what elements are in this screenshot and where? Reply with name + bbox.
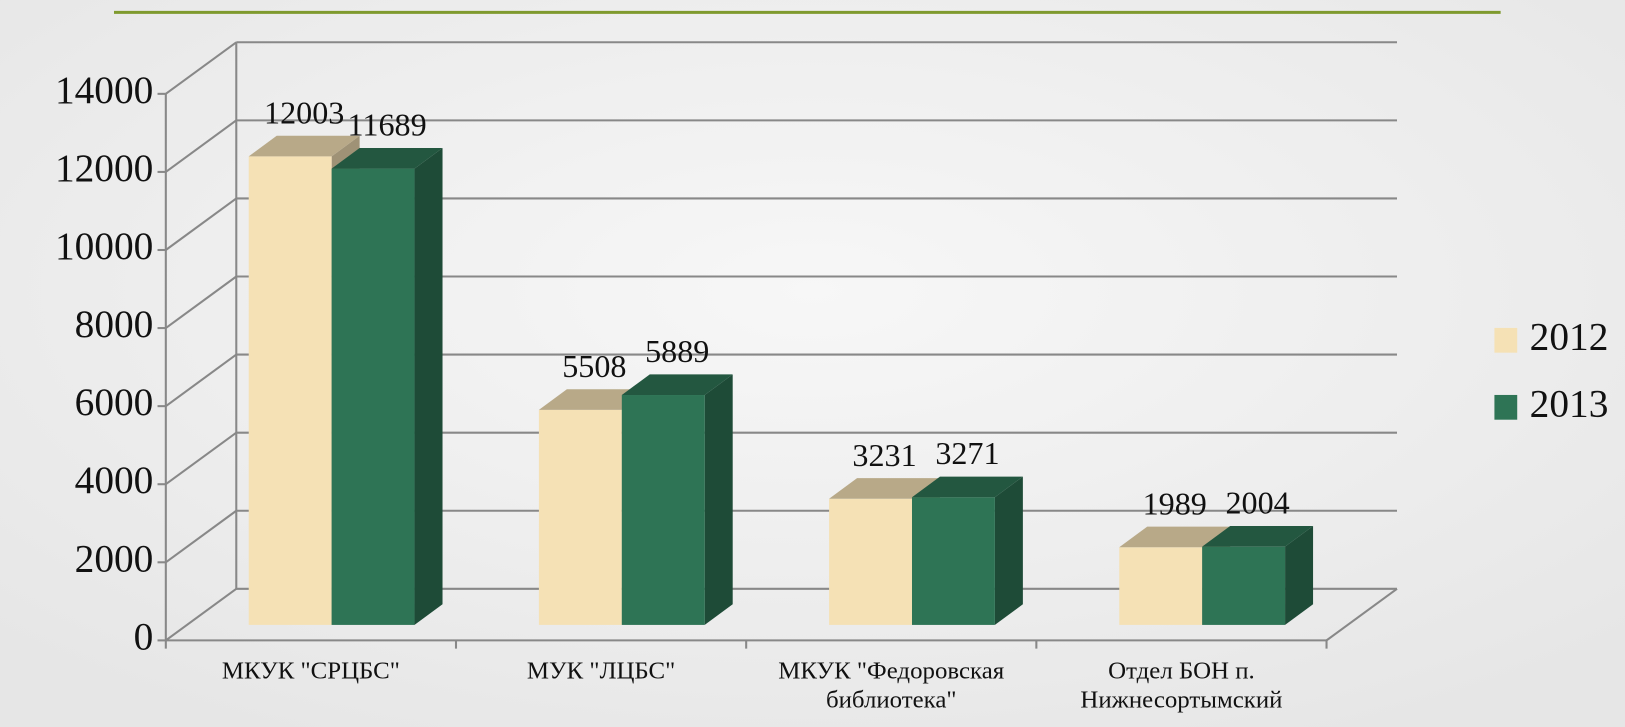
side-grid-line <box>165 41 237 95</box>
data-label: 3231 <box>852 437 916 473</box>
y-tick-label: 14000 <box>55 69 153 112</box>
legend-swatch <box>1494 327 1518 353</box>
x-tick-label-box: МКУК "СРЦБС" <box>221 657 400 685</box>
side-grid-line <box>165 509 237 564</box>
y-tick-label: 2000 <box>75 537 154 580</box>
data-label: 1989 <box>1143 485 1207 521</box>
y-tick-label: 12000 <box>55 147 153 190</box>
x-tick-label: МУК "ЛЦБС" <box>526 657 676 685</box>
x-tick-label: МКУК "СРЦБС" <box>221 657 400 685</box>
bar <box>829 498 912 625</box>
side-grid-line <box>165 275 237 329</box>
side-grid-line <box>165 353 237 407</box>
data-label: 5508 <box>562 348 626 384</box>
data-label: 2004 <box>1226 485 1290 521</box>
y-tick-label: 6000 <box>75 381 154 424</box>
side-grid-line <box>165 587 237 642</box>
bar-top <box>621 374 733 396</box>
bar-top <box>248 135 360 157</box>
data-label: 5889 <box>645 333 709 369</box>
data-label: 3271 <box>935 435 999 471</box>
bar-top <box>829 478 940 499</box>
bar-side <box>1285 526 1314 625</box>
data-label: 11689 <box>348 107 427 143</box>
data-label: 12003 <box>264 94 344 130</box>
y-tick-label: 0 <box>134 615 154 658</box>
y-tick-label: 8000 <box>75 303 154 346</box>
legend-label: 2013 <box>1530 382 1609 425</box>
bar-top <box>1119 526 1231 548</box>
bar-top <box>331 147 443 169</box>
x-tick-label-box: МКУК "Федоровская библиотека" <box>778 657 1005 714</box>
side-grid-line <box>165 431 237 486</box>
bar <box>1119 547 1203 625</box>
side-grid-line <box>165 197 237 251</box>
side-grid-line <box>165 119 237 173</box>
floor-right <box>1325 587 1398 642</box>
bar-top <box>911 476 1023 498</box>
legend-swatch <box>1494 394 1518 420</box>
bar-side <box>414 147 443 625</box>
bar-side <box>704 374 733 625</box>
bar <box>331 168 415 625</box>
x-tick-label-box: Отдел БОН п. Нижнесортымский <box>1080 657 1283 714</box>
bar-side <box>994 476 1023 625</box>
y-tick-label: 10000 <box>55 225 153 268</box>
bar <box>621 395 705 625</box>
bar <box>1202 546 1286 625</box>
x-tick-label: МКУК "Федоровская библиотека" <box>778 657 1005 714</box>
bar <box>538 409 622 625</box>
bar <box>248 156 332 625</box>
bar-top <box>1202 526 1314 547</box>
x-tick-label-box: МУК "ЛЦБС" <box>526 657 676 685</box>
x-tick-label: Отдел БОН п. Нижнесортымский <box>1080 657 1283 714</box>
y-tick-label: 4000 <box>75 459 154 502</box>
legend-label: 2012 <box>1530 315 1609 358</box>
bar <box>911 497 995 625</box>
